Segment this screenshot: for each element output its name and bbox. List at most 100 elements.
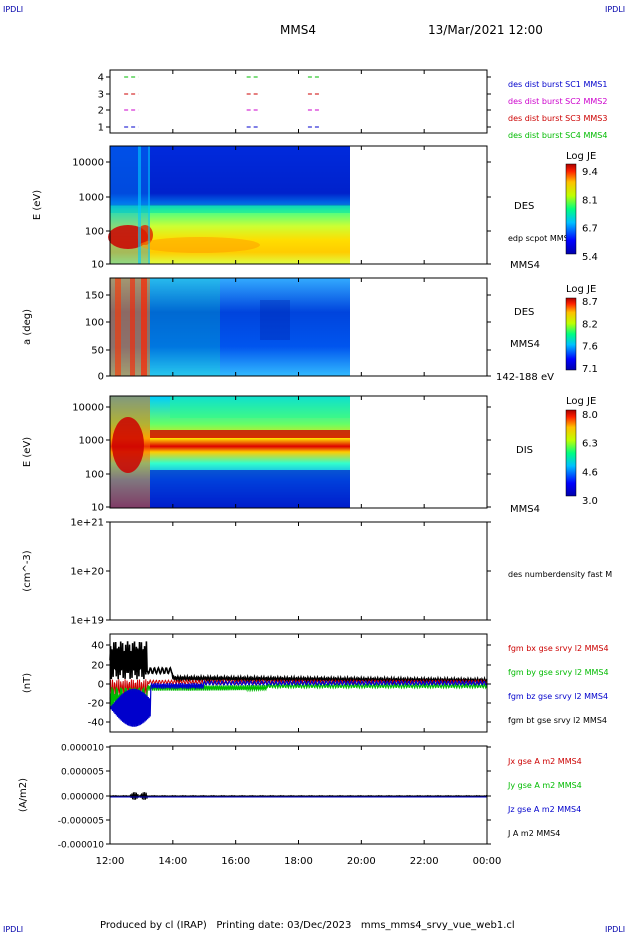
corner-label-bottom-left: IPDLI xyxy=(3,925,23,934)
time-tick-label: 16:00 xyxy=(221,856,250,867)
density-tick-label: 1e+19 xyxy=(70,616,104,627)
corner-label-top-left: IPDLI xyxy=(3,5,23,14)
des-energy-colorbar-tick: 6.7 xyxy=(582,224,598,235)
density-legend-entry: des numberdensity fast M xyxy=(508,570,612,579)
des-pitch-spectrogram xyxy=(110,278,350,376)
dis-energy-colorbar-title: Log JE xyxy=(566,396,596,407)
panel-density: 1e+19 1e+20 1e+21 (cm^-3) des numberdensit… xyxy=(22,518,612,627)
burst-legend-entry: des dist burst SC4 MMS4 xyxy=(508,131,607,140)
dis-energy-tick-label: 1000 xyxy=(79,436,104,447)
des-energy-tick-label: 1000 xyxy=(79,193,104,204)
bt-trace xyxy=(109,641,488,686)
panel-current-density-frame xyxy=(109,745,488,845)
des-energy-colorbar-tick: 9.4 xyxy=(582,167,598,178)
dis-energy-tick-label: 10 xyxy=(91,503,104,514)
time-tick-label: 18:00 xyxy=(284,856,313,867)
magnetic-field-tick-label: 40 xyxy=(91,641,104,652)
magnetic-field-ylabel: (nT) xyxy=(22,673,33,693)
density-tick-label: 1e+21 xyxy=(70,518,104,529)
bx-trace xyxy=(109,678,488,699)
bz-trace xyxy=(109,679,488,727)
des-pitch-colorbar-title: Log JE xyxy=(566,284,596,295)
des-pitch-label: DES xyxy=(514,307,534,318)
des-energy-spectrogram xyxy=(108,146,350,264)
panel-dis-energy: 10 100 1000 10000 E (eV) DIS MMS4 Log JE 8.… xyxy=(22,395,598,515)
panel-current-density: -0.000010 -0.000005 0.000000 0.000005 0.0000… xyxy=(18,744,582,851)
panel-burst: 1 2 3 4 des dist burst SC1 MMS1 des dist bur… xyxy=(98,69,607,140)
time-tick-label: 20:00 xyxy=(347,856,376,867)
des-pitch-colorbar-tick: 8.2 xyxy=(582,319,598,330)
dis-energy-colorbar-tick: 8.0 xyxy=(582,410,598,421)
current-density-tick-label: -0.000005 xyxy=(58,817,104,827)
current-density-legend-entry: Jz gse A m2 MMS4 xyxy=(507,805,581,814)
dis-energy-label: DIS xyxy=(516,445,533,456)
des-pitch-tick-label: 0 xyxy=(98,372,104,383)
dis-energy-colorbar-tick: 3.0 xyxy=(582,496,598,507)
panel-burst-frame xyxy=(109,69,488,134)
magnetic-field-tick-label: -20 xyxy=(88,699,104,710)
magnetic-field-legend-entry: fgm by gse srvy l2 MMS4 xyxy=(508,668,609,677)
burst-tick-label: 2 xyxy=(98,106,104,117)
des-energy-colorbar-tick: 5.4 xyxy=(582,252,598,263)
time-tick-label: 14:00 xyxy=(158,856,187,867)
des-energy-ylabel: E (eV) xyxy=(32,190,43,220)
figure-date: 13/Mar/2021 12:00 xyxy=(428,23,543,37)
corner-label-top-right: IPDLI xyxy=(605,5,625,14)
dis-energy-right-label: MMS4 xyxy=(510,504,540,515)
burst-legend-entry: des dist burst SC1 MMS1 xyxy=(508,80,607,89)
panel-density-frame xyxy=(109,521,488,621)
dis-energy-ylabel: E (eV) xyxy=(22,437,33,467)
burst-tick-label: 1 xyxy=(98,123,104,134)
time-axis: 12:00 14:00 16:00 18:00 20:00 22:00 00:00 xyxy=(96,70,502,867)
panel-des-pitch: 0 50 100 150 a (deg) DES MMS4 142-188 eV Lo… xyxy=(22,277,598,383)
magnetic-field-tick-label: 0 xyxy=(98,680,104,691)
footer-credit: Produced by cl (IRAP) Printing date: 03/… xyxy=(100,920,515,931)
panel-magnetic-field: -40 -20 0 20 40 (nT) fgm bx gse srvy l2 MMS4… xyxy=(22,633,609,733)
magnetic-field-legend-entry: fgm bx gse srvy l2 MMS4 xyxy=(508,644,609,653)
current-density-tick-label: -0.000010 xyxy=(58,841,104,851)
des-energy-right-label: MMS4 xyxy=(510,260,540,271)
j-trace xyxy=(109,791,488,801)
des-pitch-colorbar xyxy=(565,297,577,371)
magnetic-field-legend-entry: fgm bt gse srvy l2 MMS4 xyxy=(508,716,607,725)
time-tick-label: 12:00 xyxy=(96,856,125,867)
des-energy-colorbar xyxy=(565,163,577,255)
dis-energy-colorbar xyxy=(565,409,577,497)
burst-legend-entry: des dist burst SC3 MMS3 xyxy=(508,114,607,123)
dis-energy-colorbar-tick: 6.3 xyxy=(582,439,598,450)
des-pitch-right-label: MMS4 xyxy=(510,339,540,350)
magnetic-field-legend-entry: fgm bz gse srvy l2 MMS4 xyxy=(508,692,608,701)
des-energy-colorbar-title: Log JE xyxy=(566,151,596,162)
magnetic-field-tick-label: 20 xyxy=(91,661,104,672)
des-pitch-ylabel: a (deg) xyxy=(22,309,33,345)
des-energy-tick-label: 10 xyxy=(91,260,104,271)
dis-energy-spectrogram xyxy=(110,396,350,508)
des-pitch-tick-label: 50 xyxy=(91,346,104,357)
des-energy-label: DES xyxy=(514,201,534,212)
time-tick-label: 22:00 xyxy=(410,856,439,867)
des-energy-tick-label: 100 xyxy=(85,227,104,238)
current-density-tick-label: 0.000010 xyxy=(61,744,104,754)
current-density-ylabel: (A/m2) xyxy=(18,778,29,812)
time-tick-label: 00:00 xyxy=(473,856,502,867)
des-energy-sublabel: edp scpot MMS4 xyxy=(508,234,574,243)
current-density-tick-label: 0.000000 xyxy=(61,793,104,803)
dis-energy-tick-label: 100 xyxy=(85,470,104,481)
des-pitch-tick-label: 100 xyxy=(85,318,104,329)
dis-energy-colorbar-tick: 4.6 xyxy=(582,467,598,478)
burst-tick-label: 3 xyxy=(98,90,104,101)
panel-des-energy: 10 100 1000 10000 E (eV) DES edp scpot MMS4… xyxy=(32,145,598,271)
des-energy-colorbar-tick: 8.1 xyxy=(582,195,598,206)
des-pitch-colorbar-tick: 8.7 xyxy=(582,297,598,308)
current-density-legend-entry: Jy gse A m2 MMS4 xyxy=(507,781,582,790)
corner-label-bottom-right: IPDLI xyxy=(605,925,625,934)
des-pitch-colorbar-tick: 7.1 xyxy=(582,364,598,375)
des-pitch-colorbar-tick: 7.6 xyxy=(582,342,598,353)
figure-title: MMS4 xyxy=(280,23,316,37)
des-pitch-tick-label: 150 xyxy=(85,291,104,302)
des-pitch-energy-range: 142-188 eV xyxy=(496,372,554,383)
des-energy-tick-label: 10000 xyxy=(72,158,104,169)
burst-legend-entry: des dist burst SC2 MMS2 xyxy=(508,97,607,106)
density-ylabel: (cm^-3) xyxy=(22,550,33,591)
